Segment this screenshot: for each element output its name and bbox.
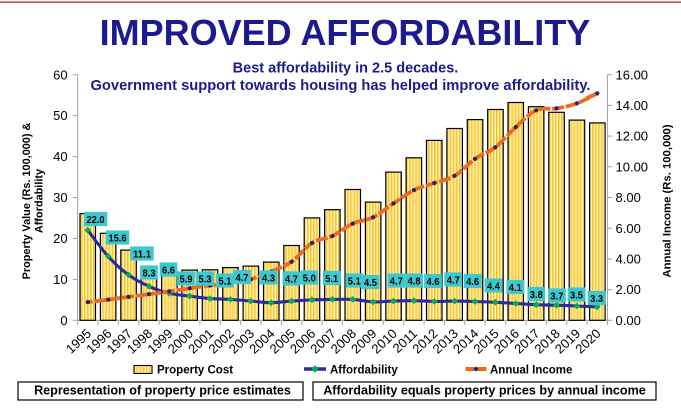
svg-text:40: 40 — [53, 149, 67, 164]
svg-text:4.5: 4.5 — [364, 277, 377, 289]
svg-text:15.6: 15.6 — [109, 232, 127, 244]
svg-text:5.3: 5.3 — [199, 273, 212, 285]
svg-text:4.7: 4.7 — [236, 272, 249, 284]
svg-text:Best affordability in 2.5 deca: Best affordability in 2.5 decades. — [233, 60, 459, 76]
svg-text:4.6: 4.6 — [466, 276, 479, 288]
svg-text:4.7: 4.7 — [447, 274, 460, 286]
svg-text:IMPROVED AFFORDABILITY: IMPROVED AFFORDABILITY — [100, 12, 591, 53]
svg-text:10: 10 — [53, 272, 67, 287]
svg-text:6.6: 6.6 — [162, 264, 175, 276]
svg-text:14.00: 14.00 — [616, 98, 649, 113]
svg-text:3.8: 3.8 — [530, 289, 543, 301]
svg-text:11.1: 11.1 — [133, 248, 151, 260]
svg-text:10.00: 10.00 — [616, 159, 649, 174]
svg-text:5.1: 5.1 — [325, 273, 338, 285]
svg-text:4.6: 4.6 — [427, 276, 440, 288]
svg-text:4.3: 4.3 — [262, 272, 275, 284]
svg-text:6.00: 6.00 — [616, 221, 641, 236]
svg-text:60: 60 — [53, 67, 67, 82]
svg-text:4.7: 4.7 — [285, 273, 298, 285]
svg-text:Affordability: Affordability — [330, 365, 398, 377]
svg-text:Property Cost: Property Cost — [157, 365, 233, 377]
svg-text:4.1: 4.1 — [509, 282, 522, 294]
svg-text:30: 30 — [53, 190, 67, 205]
svg-text:4.00: 4.00 — [616, 252, 641, 267]
svg-text:3.5: 3.5 — [570, 289, 583, 301]
svg-text:Annual Income (Rs. 100,000): Annual Income (Rs. 100,000) — [662, 124, 674, 277]
svg-text:8.3: 8.3 — [143, 267, 156, 279]
svg-text:Affordability equals property: Affordability equals property prices by … — [323, 384, 646, 398]
svg-text:5.0: 5.0 — [303, 272, 316, 284]
svg-text:0: 0 — [60, 313, 67, 328]
svg-text:50: 50 — [53, 108, 67, 123]
svg-text:12.00: 12.00 — [616, 129, 649, 144]
svg-text:3.7: 3.7 — [550, 290, 563, 302]
svg-text:8.00: 8.00 — [616, 190, 641, 205]
svg-text:16.00: 16.00 — [616, 67, 649, 82]
svg-text:5.1: 5.1 — [348, 275, 361, 287]
svg-text:4.8: 4.8 — [408, 275, 421, 287]
svg-text:22.0: 22.0 — [87, 214, 105, 226]
svg-text:5.1: 5.1 — [219, 275, 232, 287]
svg-text:5.9: 5.9 — [180, 273, 193, 285]
svg-text:0.00: 0.00 — [616, 313, 641, 328]
svg-text:Representation of property pri: Representation of property price estimat… — [34, 384, 291, 398]
svg-text:Property Value (Rs. 100,000) &: Property Value (Rs. 100,000) & — [21, 122, 33, 279]
svg-text:2.00: 2.00 — [616, 282, 641, 297]
svg-text:Annual Income: Annual Income — [490, 365, 572, 377]
svg-text:4.4: 4.4 — [487, 280, 500, 292]
svg-text:4.7: 4.7 — [390, 275, 403, 287]
svg-text:Affordability: Affordability — [34, 169, 46, 233]
svg-text:Government support towards hou: Government support towards housing has h… — [91, 78, 591, 94]
svg-text:20: 20 — [53, 231, 67, 246]
svg-text:3.3: 3.3 — [590, 293, 603, 305]
